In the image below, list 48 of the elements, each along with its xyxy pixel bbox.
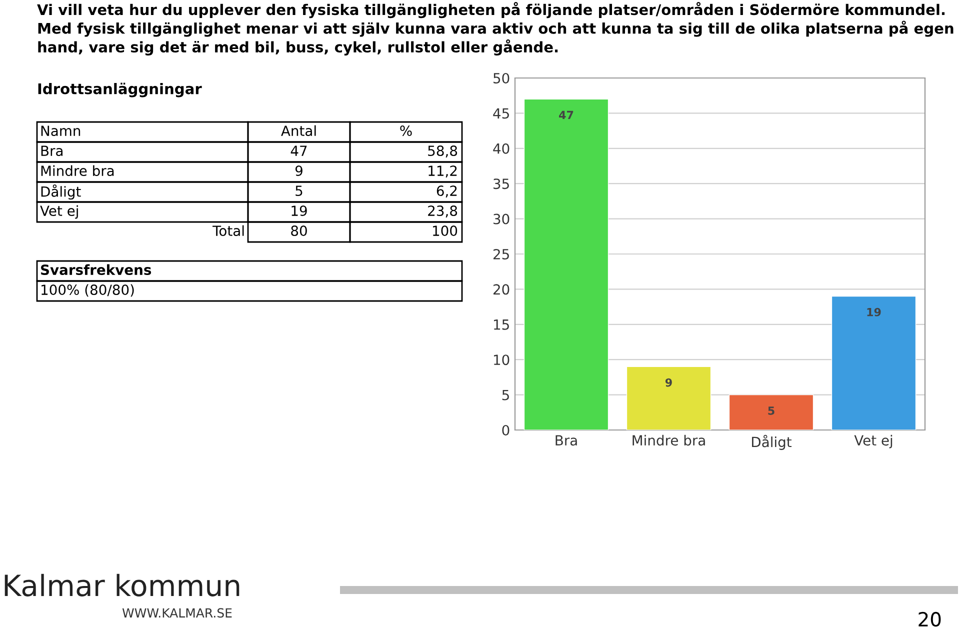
- data-label: 47: [559, 110, 574, 120]
- y-tick-label: 15: [494, 320, 509, 330]
- text: 11,2: [428, 166, 457, 178]
- text: 5: [296, 186, 302, 196]
- text: %: [400, 126, 412, 136]
- y-tick-label: 45: [493, 108, 509, 119]
- text: 6,2: [436, 186, 457, 198]
- y-tick-label: 35: [494, 178, 509, 190]
- text: Kalmar kommun: [4, 574, 240, 596]
- text: Antal: [281, 125, 316, 136]
- text: Bra: [41, 146, 62, 156]
- text: WWW.KALMAR.SE: [122, 608, 232, 618]
- bar: [626, 366, 712, 430]
- y-tick-label: 5: [502, 390, 509, 400]
- y-tick-label: 30: [494, 214, 510, 224]
- y-tick-label: 40: [493, 143, 510, 154]
- y-tick-label: 0: [502, 424, 510, 436]
- text: 19: [292, 206, 307, 216]
- y-tick-label: 20: [493, 284, 510, 295]
- data-label: 19: [867, 308, 881, 316]
- x-tick-label: Vet ej: [854, 434, 892, 448]
- chart-title: Vi vill veta hur du upplever den fysiska tillgängligheten på följande platser/områden i Södermöre kommundel. Med fysisk tillgänglighet menar vi att själv kunna vara aktiv och att kunna ta sig till de olika platserna på egen hand, vare sig det är med bil, buss, cykel, rullstol eller gående.: [37, 2, 954, 56]
- bar: [524, 98, 609, 430]
- text: Namn: [41, 126, 80, 136]
- x-tick-label: Bra: [556, 435, 577, 446]
- text: 80: [291, 226, 307, 236]
- text: 100: [433, 226, 458, 236]
- text: Mindre bra: [41, 165, 114, 176]
- y-tick-label: 10: [494, 354, 510, 366]
- data-label: 5: [768, 406, 774, 415]
- text: Total: [212, 225, 244, 236]
- text: Idrottsanläggningar: [38, 82, 202, 98]
- bar: [728, 394, 814, 430]
- text: 58,8: [428, 146, 458, 158]
- text: 100% (80/80): [42, 284, 134, 297]
- y-tick-label: 50: [494, 72, 510, 84]
- text: Svarsfrekvens: [40, 264, 152, 276]
- text: 47: [290, 146, 307, 156]
- text: 9: [295, 166, 302, 176]
- text: Vet ej: [40, 205, 78, 219]
- y-tick-label: 25: [493, 248, 509, 260]
- x-tick-label: Dåligt: [752, 434, 792, 450]
- text: 20: [918, 612, 941, 627]
- data-label: 9: [665, 378, 672, 387]
- text: Dåligt: [41, 184, 81, 200]
- bar: [831, 296, 916, 430]
- x-tick-label: Mindre bra: [632, 434, 705, 446]
- text: 23,8: [428, 206, 458, 218]
